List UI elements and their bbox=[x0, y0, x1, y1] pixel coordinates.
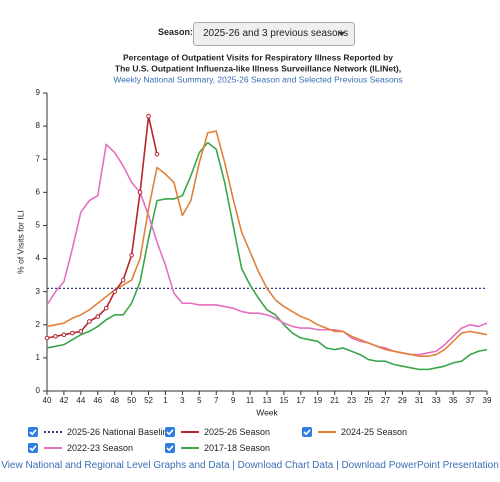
x-tick-label: 44 bbox=[76, 396, 85, 405]
legend-checkbox[interactable] bbox=[28, 427, 38, 437]
check bbox=[166, 429, 174, 436]
x-tick-label: 1 bbox=[163, 396, 168, 405]
y-axis-label: % of Visits for ILI bbox=[15, 210, 25, 274]
point bbox=[146, 113, 151, 119]
chart-subtitle: Weekly National Summary, 2025-26 Season … bbox=[113, 74, 402, 84]
y-tick-label: 9 bbox=[36, 88, 41, 97]
series-line bbox=[46, 143, 488, 356]
x-tick-label: 33 bbox=[432, 396, 441, 405]
chart: Percentage of Outpatient Visits for Resp… bbox=[15, 52, 492, 417]
y-tick-label: 4 bbox=[36, 254, 41, 263]
x-tick-label: 7 bbox=[214, 396, 219, 405]
series-line bbox=[46, 141, 488, 371]
x-tick-label: 15 bbox=[279, 396, 288, 405]
x-tick-label: 50 bbox=[127, 396, 136, 405]
chart-title: Percentage of Outpatient Visits for Resp… bbox=[123, 52, 393, 62]
separator: | bbox=[336, 460, 339, 471]
y-tick-label: 1 bbox=[36, 353, 41, 362]
x-tick-label: 39 bbox=[483, 396, 492, 405]
season-control: Season: 2025-26 and 3 previous seasons bbox=[0, 22, 500, 46]
y-tick-label: 8 bbox=[36, 121, 41, 130]
x-tick-label: 25 bbox=[364, 396, 373, 405]
point bbox=[103, 305, 109, 311]
x-tick-label: 23 bbox=[347, 396, 356, 405]
series-line bbox=[46, 115, 158, 339]
point bbox=[70, 330, 75, 336]
y-tick-label: 2 bbox=[36, 320, 41, 329]
check bbox=[29, 445, 37, 452]
x-tick-label: 42 bbox=[59, 396, 68, 405]
dropdown-caret bbox=[338, 32, 345, 36]
check bbox=[166, 445, 174, 452]
x-tick-label: 9 bbox=[231, 396, 236, 405]
check bbox=[303, 429, 311, 436]
point bbox=[95, 314, 101, 319]
x-tick-label: 48 bbox=[110, 396, 119, 405]
legend-checkbox[interactable] bbox=[165, 443, 175, 453]
footer-link[interactable]: View National and Regional Level Graphs … bbox=[1, 460, 230, 471]
legend-label: 2024-25 Season bbox=[341, 427, 408, 437]
point bbox=[112, 289, 117, 294]
legend-checkbox[interactable] bbox=[28, 443, 38, 453]
x-tick-label: 19 bbox=[313, 396, 322, 405]
legend: 2025-26 National Baseline 2025-26 Season 2… bbox=[0, 426, 500, 458]
x-axis-label: Week bbox=[256, 407, 278, 417]
x-tick-label: 17 bbox=[296, 396, 305, 405]
x-tick-label: 52 bbox=[144, 396, 153, 405]
legend-swatch bbox=[318, 431, 336, 433]
point bbox=[120, 277, 126, 283]
check bbox=[29, 429, 37, 436]
season-dropdown[interactable]: 2025-26 and 3 previous seasons bbox=[193, 22, 355, 46]
point bbox=[53, 334, 58, 339]
x-tick-label: 3 bbox=[180, 396, 185, 405]
chart-title: The U.S. Outpatient Influenza-like Illne… bbox=[115, 63, 401, 73]
point bbox=[129, 252, 134, 258]
y-tick-label: 0 bbox=[36, 386, 41, 395]
footer-link[interactable]: Download Chart Data bbox=[237, 460, 334, 471]
x-tick-label: 21 bbox=[330, 396, 339, 405]
separator: | bbox=[232, 460, 235, 471]
season-label: Season: bbox=[158, 27, 194, 37]
legend-checkbox[interactable] bbox=[302, 427, 312, 437]
legend-swatch bbox=[44, 431, 62, 433]
x-tick-label: 35 bbox=[449, 396, 458, 405]
y-tick-label: 6 bbox=[36, 187, 41, 196]
point bbox=[44, 335, 50, 341]
y-tick-label: 3 bbox=[36, 287, 41, 296]
season-value: 2025-26 and 3 previous seasons bbox=[203, 28, 349, 39]
x-tick-label: 27 bbox=[381, 396, 390, 405]
point bbox=[78, 329, 84, 334]
legend-label: 2022-23 Season bbox=[67, 443, 134, 453]
x-tick-label: 40 bbox=[43, 396, 52, 405]
x-tick-label: 11 bbox=[246, 396, 255, 405]
x-tick-label: 31 bbox=[415, 396, 424, 405]
legend-label: 2025-26 Season bbox=[204, 427, 271, 437]
point bbox=[137, 190, 143, 195]
y-tick-label: 5 bbox=[36, 221, 41, 230]
footer-link[interactable]: Download PowerPoint Presentation bbox=[341, 460, 499, 471]
x-tick-label: 5 bbox=[197, 396, 202, 405]
legend-swatch bbox=[181, 431, 199, 433]
legend-swatch bbox=[181, 447, 199, 449]
y-tick-label: 7 bbox=[36, 154, 41, 163]
legend-label: 2017-18 Season bbox=[204, 443, 271, 453]
footer: View National and Regional Level Graphs … bbox=[0, 460, 500, 471]
x-tick-label: 46 bbox=[93, 396, 102, 405]
series-line bbox=[46, 130, 488, 358]
x-tick-label: 29 bbox=[398, 396, 407, 405]
point bbox=[61, 332, 67, 338]
x-tick-label: 13 bbox=[263, 396, 272, 405]
legend-checkbox[interactable] bbox=[165, 427, 175, 437]
point bbox=[154, 151, 160, 157]
x-tick-label: 37 bbox=[466, 396, 475, 405]
legend-swatch bbox=[44, 447, 62, 449]
legend-label: 2025-26 National Baseline bbox=[67, 427, 173, 437]
point bbox=[87, 319, 92, 324]
